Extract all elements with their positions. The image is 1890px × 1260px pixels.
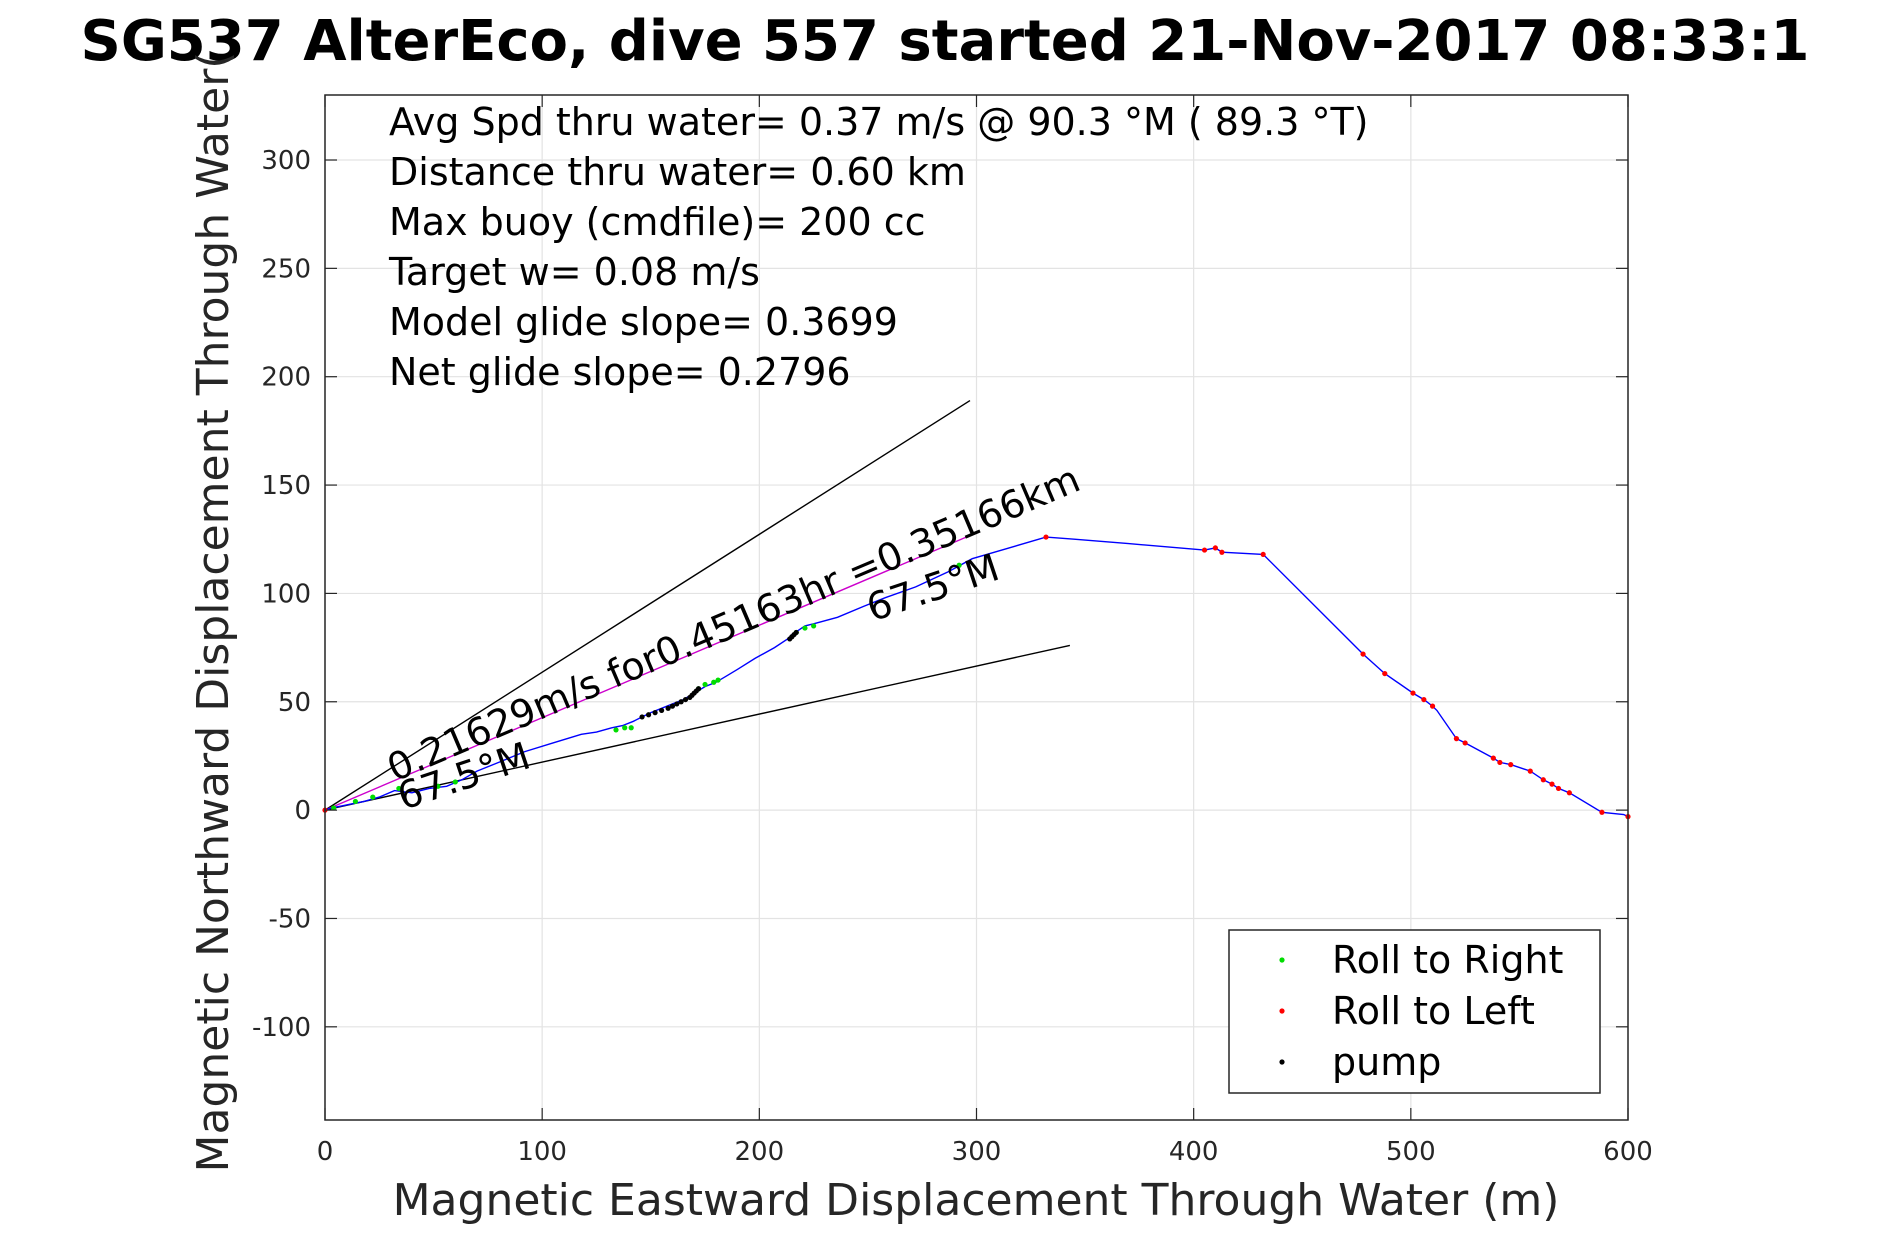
y-tick-label: 250 [261, 254, 311, 284]
roll-left-point [1382, 670, 1388, 677]
pump-point [695, 686, 702, 692]
track-group [324, 536, 1629, 818]
y-tick-label: -50 [269, 904, 311, 934]
x-tick-label: 200 [735, 1137, 785, 1167]
roll-right-point [715, 677, 721, 683]
track-line [324, 536, 1629, 818]
roll-right-legend-marker [1279, 957, 1285, 963]
roll-left-legend-marker [1279, 1008, 1285, 1014]
pump-point [652, 710, 658, 716]
x-tick-label: 300 [952, 1137, 1002, 1167]
info-line: Target w= 0.08 m/s [388, 250, 760, 294]
pump-point [645, 712, 652, 718]
roll-left-point [1527, 768, 1533, 774]
legend: Roll to Right Roll to Left pump [1228, 929, 1601, 1094]
x-tick-label: 500 [1386, 1137, 1436, 1167]
info-line: Distance thru water= 0.60 km [389, 150, 966, 194]
info-line: Avg Spd thru water= 0.37 m/s @ 90.3 °M (… [389, 100, 1369, 144]
roll-right-point [352, 798, 359, 805]
pump-point [639, 714, 645, 720]
roll-right-point [702, 681, 708, 688]
pump-point [682, 696, 689, 703]
y-tick-label: 200 [261, 363, 311, 393]
markers-group [322, 534, 1631, 820]
y-axis-label: Magnetic Northward Displacement Through … [188, 52, 239, 1173]
roll-left-point [1566, 790, 1572, 796]
roll-left-point [1490, 755, 1496, 761]
roll-left-point [1599, 809, 1605, 815]
x-tick-label: 600 [1603, 1137, 1653, 1167]
roll-left-point [1212, 545, 1218, 551]
roll-right-point [613, 727, 619, 733]
roll-right-point [811, 623, 817, 629]
roll-left-point [1555, 785, 1562, 792]
legend-box [1228, 929, 1601, 1094]
roll-left-point [1462, 740, 1468, 746]
y-tick-label: 50 [278, 688, 311, 718]
heading-line [324, 644, 1071, 811]
x-axis-label: Magnetic Eastward Displacement Through W… [393, 1175, 1560, 1226]
pump-point [659, 707, 665, 714]
roll-right-point [711, 679, 717, 685]
pump-point [678, 699, 684, 705]
x-tick-label: 400 [1169, 1137, 1219, 1167]
roll-left-point [1429, 703, 1436, 709]
heading-lines [324, 399, 1071, 811]
legend-label: Roll to Right [1332, 938, 1563, 982]
heading-line [324, 399, 971, 811]
info-line: Net glide slope= 0.2796 [389, 350, 851, 394]
y-tick-label: 0 [294, 796, 311, 826]
roll-right-point [435, 783, 441, 789]
roll-left-point [1453, 736, 1460, 742]
pump-point [793, 629, 799, 636]
course-line-group [324, 532, 977, 811]
info-line: Model glide slope= 0.3699 [389, 300, 898, 344]
roll-left-point [1497, 759, 1503, 766]
course-label: 0.21629m/s for0.45163hr =0.35166km [381, 457, 1086, 791]
info-text: Avg Spd thru water= 0.37 m/s @ 90.3 °M (… [388, 100, 1369, 394]
chart-title: SG537 AlterEco, dive 557 started 21-Nov-… [81, 9, 1810, 74]
roll-left-point [1549, 781, 1555, 787]
roll-right-point [331, 805, 337, 811]
roll-right-point [452, 779, 458, 785]
roll-left-point [1043, 534, 1049, 540]
roll-left-point [1260, 551, 1266, 558]
pump-point [669, 703, 676, 709]
y-tick-label: 150 [261, 471, 311, 501]
legend-label: Roll to Left [1332, 989, 1535, 1033]
y-ticks: -100 -50 0 50 100 150 200 250 300 [252, 146, 1628, 1043]
roll-right-point [622, 725, 628, 731]
roll-right-point [802, 625, 808, 631]
roll-left-point [1421, 696, 1427, 703]
legend-label: pump [1332, 1040, 1441, 1084]
y-tick-label: 100 [261, 579, 311, 609]
pump-point [674, 701, 680, 707]
legend-entries: Roll to Right Roll to Left pump [1279, 938, 1563, 1084]
roll-left-point [1360, 651, 1366, 657]
pump-point [665, 705, 671, 711]
x-tick-label: 0 [317, 1137, 334, 1167]
x-tick-label: 100 [517, 1137, 567, 1167]
roll-left-point [1201, 547, 1208, 553]
x-ticks: 0 100 200 300 400 500 600 [317, 95, 1653, 1167]
roll-left-point [1410, 690, 1416, 696]
pump-legend-marker [1279, 1059, 1285, 1065]
roll-right-point [396, 785, 402, 792]
roll-right-point [956, 562, 962, 568]
y-tick-label: -100 [252, 1013, 311, 1043]
info-line: Max buoy (cmdfile)= 200 cc [389, 200, 926, 244]
course-line [324, 532, 977, 811]
y-tick-label: 300 [261, 146, 311, 176]
roll-left-point [1508, 762, 1514, 768]
roll-left-point [1540, 777, 1546, 783]
grid [324, 95, 1629, 1120]
roll-left-point [1219, 549, 1225, 555]
roll-right-point [628, 725, 634, 731]
roll-right-point [370, 794, 376, 800]
